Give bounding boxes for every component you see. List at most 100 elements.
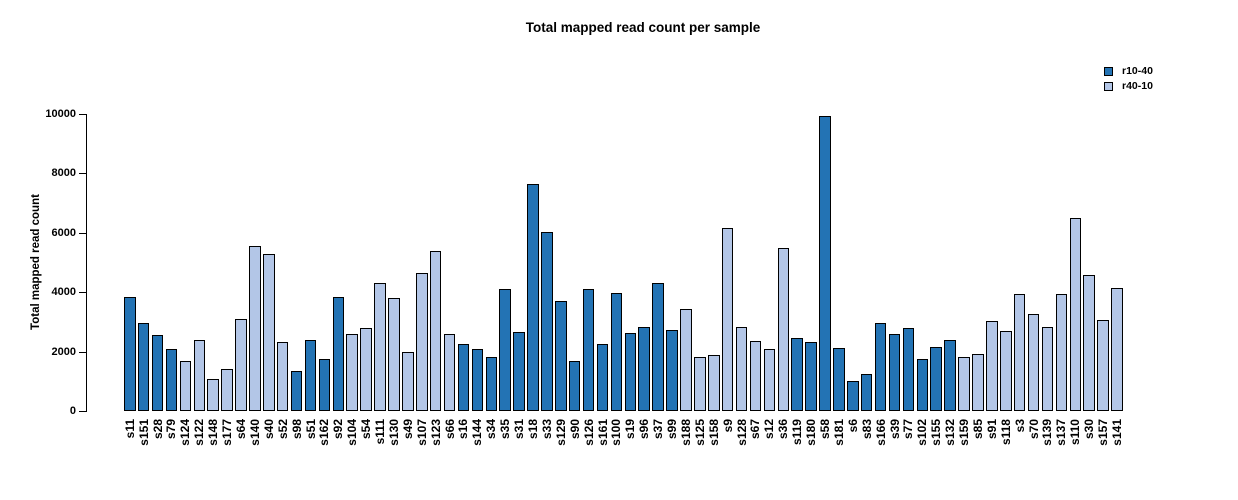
bar-s159 [958, 356, 970, 411]
bar-s107 [416, 272, 428, 411]
bar-s148 [207, 378, 219, 411]
x-tick-label-s52: s52 [275, 419, 290, 440]
bar-s123 [429, 250, 442, 411]
bar-s144 [471, 348, 484, 411]
bar-s91 [986, 321, 998, 411]
legend-item-r40-10: r40-10 [1104, 81, 1153, 92]
x-tick-label-s40: s40 [261, 419, 276, 440]
bar-s64 [235, 318, 247, 411]
x-tick-label-s3: s3 [1012, 419, 1027, 433]
x-tick-label-s110: s110 [1068, 419, 1083, 446]
y-tick [79, 351, 86, 353]
x-tick-label-s119: s119 [790, 419, 805, 446]
chart-title: Total mapped read count per sample [525, 20, 761, 35]
bar-s6 [847, 381, 859, 411]
bar-s19 [624, 333, 637, 411]
x-tick-label-s124: s124 [178, 419, 193, 446]
y-axis-title: Total mapped read count [30, 194, 42, 330]
x-tick-label-s161: s161 [595, 419, 610, 446]
x-tick-label-s35: s35 [498, 419, 513, 440]
bar-s28 [151, 335, 164, 411]
x-tick-label-s58: s58 [818, 419, 832, 440]
x-tick-label-s128: s128 [734, 419, 749, 446]
x-tick-label-s141: s141 [1110, 419, 1124, 446]
x-tick-label-s130: s130 [386, 419, 401, 446]
bar-s125 [694, 356, 706, 411]
bar-s16 [457, 344, 470, 411]
x-tick-label-s77: s77 [901, 419, 916, 440]
bar-s70 [1027, 314, 1040, 411]
x-tick-label-s90: s90 [567, 419, 582, 440]
y-tick-label: 4000 [51, 286, 76, 299]
x-tick-label-s107: s107 [414, 419, 429, 446]
x-tick-label-s99: s99 [665, 419, 680, 440]
legend-item-r10-40: r10-40 [1104, 66, 1153, 77]
x-tick-label-s34: s34 [484, 419, 499, 440]
x-tick-label-s118: s118 [998, 419, 1013, 446]
bar-s119 [791, 338, 803, 411]
y-tick-label: 8000 [51, 167, 76, 180]
x-tick-label-s12: s12 [762, 419, 777, 440]
legend-label: r10-40 [1122, 65, 1153, 77]
y-axis-line [86, 114, 87, 412]
bar-s158 [708, 354, 720, 411]
bar-s188 [680, 308, 692, 411]
bar-s126 [582, 288, 595, 411]
x-tick-label-s111: s111 [373, 419, 388, 445]
x-tick-label-s54: s54 [359, 419, 374, 440]
legend: r10-40 r40-10 [1104, 66, 1153, 96]
x-tick-label-s96: s96 [637, 419, 652, 440]
x-tick-label-s31: s31 [512, 419, 527, 440]
bar-s33 [541, 231, 553, 411]
x-tick-label-s36: s36 [776, 419, 791, 440]
bar-s51 [304, 339, 317, 411]
bar-s104 [346, 333, 358, 411]
y-tick-label: 0 [69, 405, 76, 417]
bar-s161 [596, 344, 609, 411]
bar-s157 [1097, 320, 1109, 411]
x-tick-label-s157: s157 [1096, 419, 1111, 446]
x-tick-label-s70: s70 [1026, 419, 1041, 440]
bar-s67 [749, 340, 762, 411]
x-tick-label-s51: s51 [303, 419, 318, 440]
bar-s162 [318, 359, 331, 411]
x-tick-label-s144: s144 [470, 419, 485, 446]
bar-s49 [402, 351, 414, 411]
bar-s40 [263, 253, 275, 411]
x-tick-label-s155: s155 [929, 419, 944, 446]
y-tick [79, 114, 86, 115]
x-tick-label-s158: s158 [706, 419, 721, 446]
bar-s96 [638, 326, 650, 411]
bar-s110 [1069, 217, 1082, 411]
y-tick [79, 411, 86, 412]
x-tick-label-s102: s102 [915, 419, 930, 446]
y-tick [79, 173, 86, 175]
bar-s102 [916, 359, 929, 411]
y-tick-label: 6000 [51, 226, 76, 239]
bar-s129 [555, 301, 567, 411]
x-tick-label-s85: s85 [970, 419, 985, 440]
y-tick-label: 10000 [45, 108, 76, 120]
x-tick-label-s180: s180 [804, 419, 819, 446]
y-tick-label: 2000 [51, 345, 76, 358]
x-tick-label-s139: s139 [1040, 419, 1055, 446]
x-tick-label-s126: s126 [581, 419, 596, 446]
y-tick [79, 292, 86, 294]
bar-s100 [610, 292, 623, 411]
y-tick [79, 232, 86, 234]
x-tick-label-s151: s151 [136, 419, 151, 446]
x-tick-label-s166: s166 [873, 419, 888, 446]
bar-s11 [124, 296, 136, 411]
bar-s12 [763, 348, 776, 411]
bar-s58 [819, 116, 831, 411]
legend-swatch-icon [1104, 67, 1113, 76]
bar-s35 [499, 289, 511, 411]
x-tick-label-s91: s91 [984, 419, 999, 440]
bar-s77 [902, 328, 915, 411]
bar-s140 [249, 246, 261, 411]
bar-s124 [179, 360, 192, 411]
bar-s137 [1055, 294, 1068, 411]
x-tick-label-s11: s11 [122, 419, 137, 439]
bar-s31 [513, 332, 525, 411]
bar-s166 [874, 323, 887, 411]
